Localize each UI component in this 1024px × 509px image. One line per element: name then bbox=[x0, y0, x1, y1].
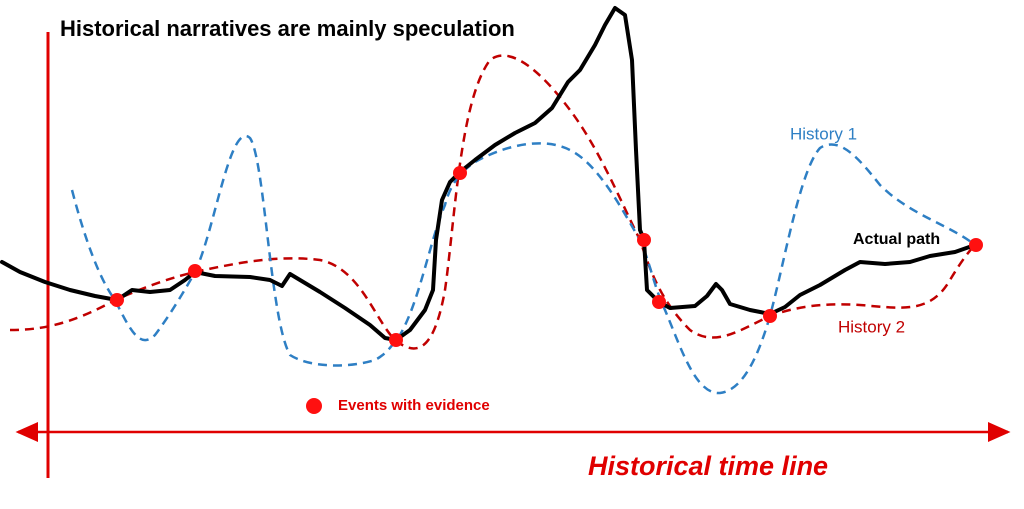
time-line-label: Historical time line bbox=[588, 451, 828, 481]
event-dot bbox=[637, 233, 651, 247]
event-dot bbox=[453, 166, 467, 180]
event-dot bbox=[389, 333, 403, 347]
title: Historical narratives are mainly specula… bbox=[60, 16, 515, 41]
history-2-curve bbox=[9, 54, 976, 350]
history-1-label: History 1 bbox=[790, 124, 857, 143]
event-dot bbox=[763, 309, 777, 323]
actual-path-label: Actual path bbox=[853, 231, 940, 248]
event-dots bbox=[110, 166, 983, 414]
legend-dot bbox=[306, 398, 322, 414]
event-dot bbox=[652, 295, 666, 309]
event-dot bbox=[969, 238, 983, 252]
legend-label: Events with evidence bbox=[338, 397, 490, 414]
event-dot bbox=[110, 293, 124, 307]
history-2-label: History 2 bbox=[838, 317, 905, 336]
actual-path-curve bbox=[0, 6, 977, 342]
event-dot bbox=[188, 264, 202, 278]
history-1-curve bbox=[70, 134, 976, 395]
